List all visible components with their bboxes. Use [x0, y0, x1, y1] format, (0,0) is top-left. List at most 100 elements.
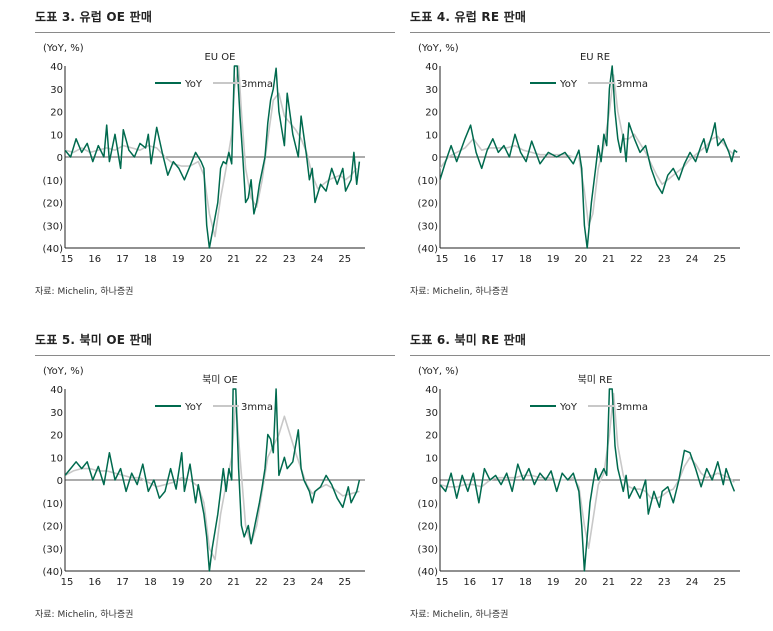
series-line-yoy [65, 65, 361, 249]
title-divider [35, 355, 395, 356]
x-tick-label: 15 [436, 577, 449, 588]
y-tick-label: 30 [50, 408, 63, 419]
y-tick-label: (40) [417, 244, 438, 255]
y-tick-label: (30) [417, 544, 438, 555]
x-tick-label: 24 [311, 254, 324, 265]
y-tick-label: 10 [425, 453, 438, 464]
x-tick-label: 16 [88, 577, 101, 588]
y-tick-label: (10) [42, 499, 63, 510]
series-line-yoy [440, 388, 736, 572]
y-tick-label: 30 [50, 85, 63, 96]
y-tick-label: 30 [425, 408, 438, 419]
series-line-yoy [65, 388, 361, 572]
x-tick-label: 18 [519, 577, 532, 588]
y-tick-label: 40 [425, 62, 438, 73]
x-tick-label: 21 [602, 577, 615, 588]
y-tick-label: (40) [42, 244, 63, 255]
y-tick-label: 40 [50, 62, 63, 73]
title-divider [410, 355, 770, 356]
x-tick-label: 20 [575, 254, 588, 265]
series-line-yoy [440, 65, 738, 249]
x-tick-label: 25 [338, 577, 351, 588]
y-tick-label: 20 [425, 431, 438, 442]
source-note: 자료: Michelin, 하나증권 [410, 610, 509, 620]
x-tick-label: 24 [686, 254, 699, 265]
legend-label-yoy: YoY [559, 402, 578, 413]
y-tick-label: 0 [432, 476, 438, 487]
x-tick-label: 19 [172, 577, 185, 588]
x-tick-label: 17 [116, 254, 129, 265]
chart-panel-eu-oe: 도표 3. 유럽 OE 판매 (YoY, %) EU OE 40 30 20 10 0 (10… [35, 8, 395, 308]
x-tick-label: 25 [713, 254, 726, 265]
unit-label: (YoY, %) [43, 43, 84, 54]
panel-title: 도표 6. 북미 RE 판매 [410, 333, 527, 347]
legend-label-yoy: YoY [184, 402, 203, 413]
title-divider [410, 32, 770, 33]
y-tick-label: (20) [417, 199, 438, 210]
y-tick-label: 0 [57, 153, 63, 164]
chart-panel-na-oe: 도표 5. 북미 OE 판매 (YoY, %) 북미 OE 40 30 20 10 0 (10… [35, 331, 395, 631]
legend-label-3mma: 3mma [241, 79, 273, 90]
chart-title: 북미 OE [202, 374, 238, 386]
x-tick-label: 22 [630, 254, 643, 265]
legend-label-yoy: YoY [184, 79, 203, 90]
x-tick-label: 22 [630, 577, 643, 588]
y-tick-label: (10) [417, 499, 438, 510]
x-tick-label: 17 [491, 577, 504, 588]
x-tick-label: 15 [61, 577, 74, 588]
y-tick-label: 20 [425, 108, 438, 119]
x-tick-label: 16 [463, 254, 476, 265]
y-tick-label: (30) [417, 221, 438, 232]
x-tick-label: 23 [283, 254, 296, 265]
series-line-3mma [440, 74, 735, 227]
y-tick-label: 20 [50, 108, 63, 119]
x-tick-label: 17 [116, 577, 129, 588]
chart-panel-eu-re: 도표 4. 유럽 RE 판매 (YoY, %) EU RE 40 30 20 10 0 (10… [410, 8, 770, 308]
chart-na-re: (YoY, %) 북미 RE 40 30 20 10 0 (10) (20) (30) (40)15… [417, 366, 740, 588]
x-tick-label: 18 [144, 577, 157, 588]
y-tick-label: (40) [417, 567, 438, 578]
source-note: 자료: Michelin, 하나증권 [35, 287, 134, 297]
y-tick-label: 40 [425, 385, 438, 396]
x-tick-label: 21 [227, 254, 240, 265]
legend-label-3mma: 3mma [241, 402, 273, 413]
y-tick-label: (20) [42, 522, 63, 533]
chart-title: EU OE [204, 52, 235, 63]
x-tick-label: 18 [519, 254, 532, 265]
x-tick-label: 15 [436, 254, 449, 265]
x-tick-label: 20 [200, 577, 213, 588]
panel-title: 도표 3. 유럽 OE 판매 [35, 10, 153, 24]
chart-eu-oe: (YoY, %) EU OE 40 30 20 10 0 (10) (20) (30) (40)15… [42, 43, 365, 265]
panel-title: 도표 5. 북미 OE 판매 [35, 333, 153, 347]
legend-label-3mma: 3mma [616, 402, 648, 413]
x-tick-label: 19 [547, 577, 560, 588]
unit-label: (YoY, %) [43, 366, 84, 377]
x-tick-label: 15 [61, 254, 74, 265]
y-tick-label: (20) [42, 199, 63, 210]
chart-na-oe: (YoY, %) 북미 OE 40 30 20 10 0 (10) (20) (30) (40)15… [42, 366, 365, 588]
chart-eu-re: (YoY, %) EU RE 40 30 20 10 0 (10) (20) (30) (40)15… [417, 43, 740, 265]
x-tick-label: 25 [713, 577, 726, 588]
y-tick-label: (30) [42, 544, 63, 555]
panel-title: 도표 4. 유럽 RE 판매 [410, 10, 527, 24]
source-note: 자료: Michelin, 하나증권 [35, 610, 134, 620]
unit-label: (YoY, %) [418, 43, 459, 54]
x-tick-label: 21 [227, 577, 240, 588]
x-tick-label: 20 [200, 254, 213, 265]
x-tick-label: 16 [88, 254, 101, 265]
y-tick-label: 30 [425, 85, 438, 96]
chart-title: 북미 RE [578, 374, 613, 386]
x-tick-label: 19 [172, 254, 185, 265]
x-tick-label: 19 [547, 254, 560, 265]
y-tick-label: 10 [425, 130, 438, 141]
x-tick-label: 16 [463, 577, 476, 588]
legend-label-3mma: 3mma [616, 79, 648, 90]
unit-label: (YoY, %) [418, 366, 459, 377]
y-tick-label: (30) [42, 221, 63, 232]
y-tick-label: 20 [50, 431, 63, 442]
legend-label-yoy: YoY [559, 79, 578, 90]
x-tick-label: 22 [255, 254, 268, 265]
x-tick-label: 21 [602, 254, 615, 265]
x-tick-label: 20 [575, 577, 588, 588]
chart-panel-na-re: 도표 6. 북미 RE 판매 (YoY, %) 북미 RE 40 30 20 10 0 (10… [410, 331, 770, 631]
